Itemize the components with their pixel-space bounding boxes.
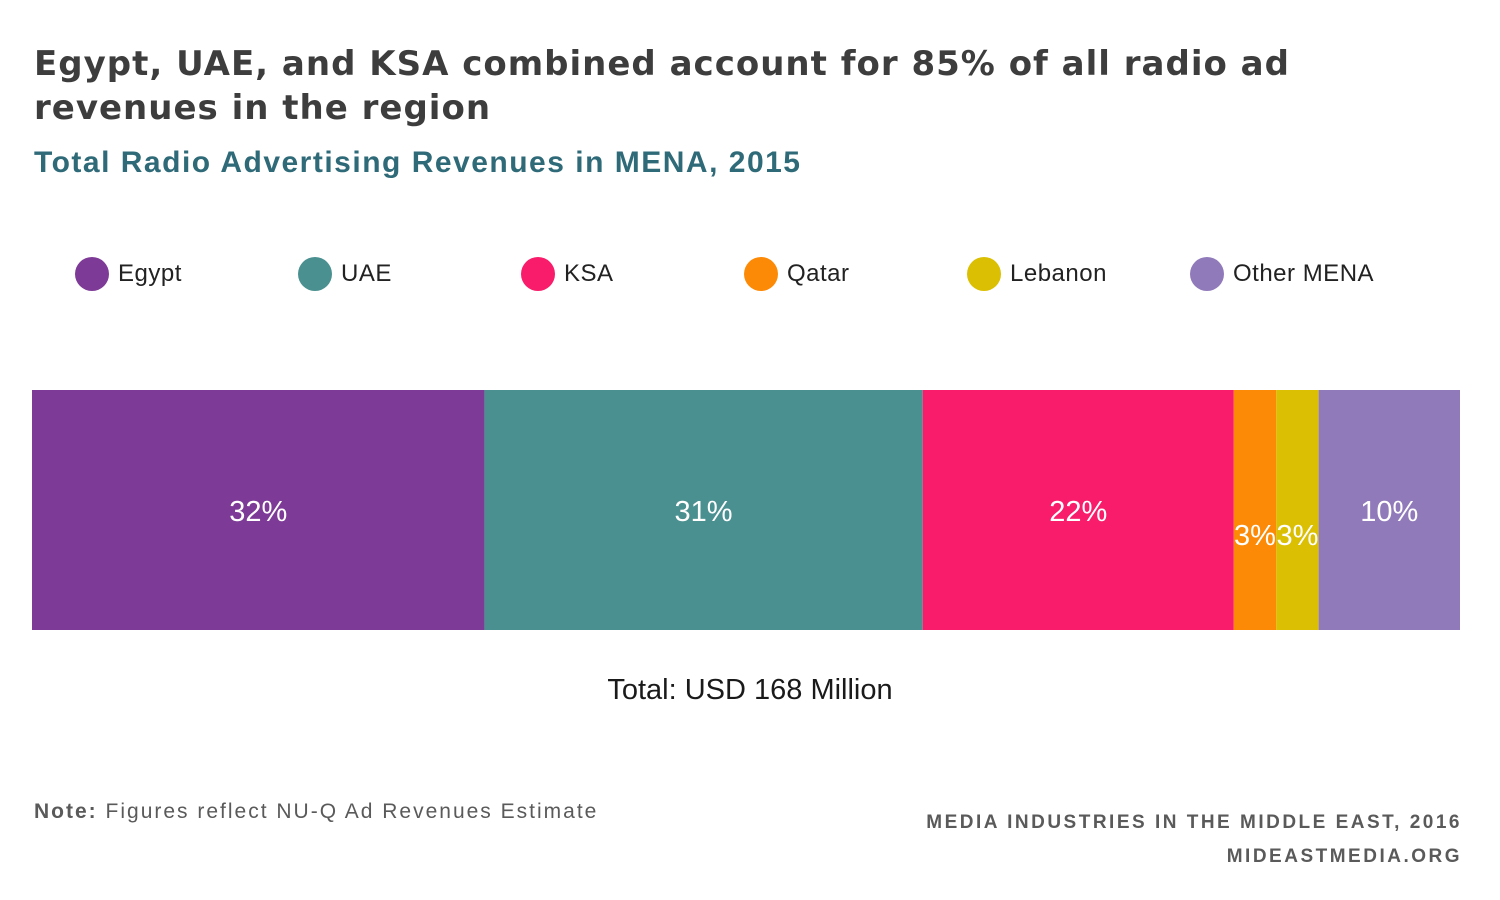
note: Note: Figures reflect NU-Q Ad Revenues E…: [34, 800, 598, 824]
data-label-lebanon: 3%: [1276, 520, 1318, 552]
legend-swatch: [521, 257, 555, 291]
source-line-2: MIDEASTMEDIA.ORG: [1226, 846, 1462, 867]
source-line-1: MEDIA INDUSTRIES IN THE MIDDLE EAST, 201…: [926, 812, 1462, 833]
legend: Egypt UAE KSA Qatar Lebanon Other MENA: [75, 256, 1475, 296]
legend-swatch: [1190, 257, 1224, 291]
legend-item-other-mena: Other MENA: [1190, 256, 1374, 292]
chart-title: Egypt, UAE, and KSA combined account for…: [34, 44, 1290, 128]
data-label-other-mena: 10%: [1360, 496, 1418, 528]
legend-label: Egypt: [118, 260, 182, 287]
bar-segment-uae: [484, 390, 923, 630]
bar-segment-other-mena: [1318, 390, 1460, 630]
chart-subtitle: Total Radio Advertising Revenues in MENA…: [34, 146, 802, 179]
legend-label: Other MENA: [1233, 260, 1375, 287]
note-label: Note:: [34, 800, 98, 823]
legend-label: Lebanon: [1010, 260, 1107, 287]
note-text: Figures reflect NU-Q Ad Revenues Estimat…: [105, 800, 599, 823]
bar-segment-egypt: [32, 390, 485, 630]
legend-swatch: [75, 257, 109, 291]
bar-segment-qatar: [1233, 390, 1277, 630]
legend-item-lebanon: Lebanon: [967, 256, 1107, 292]
legend-label: KSA: [564, 260, 614, 287]
data-label-egypt: 32%: [229, 496, 287, 528]
source-credit: MEDIA INDUSTRIES IN THE MIDDLE EAST, 201…: [926, 806, 1462, 874]
legend-label: UAE: [341, 260, 392, 287]
legend-item-qatar: Qatar: [744, 256, 850, 292]
legend-swatch: [967, 257, 1001, 291]
data-label-qatar: 3%: [1234, 520, 1276, 552]
legend-swatch: [298, 257, 332, 291]
legend-swatch: [744, 257, 778, 291]
legend-label: Qatar: [787, 260, 850, 287]
data-label-uae: 31%: [675, 496, 733, 528]
bar-segment-ksa: [922, 390, 1234, 630]
bar-segment-lebanon: [1276, 390, 1319, 630]
legend-item-egypt: Egypt: [75, 256, 182, 292]
data-label-ksa: 22%: [1049, 496, 1107, 528]
legend-item-uae: UAE: [298, 256, 392, 292]
total-label: Total: USD 168 Million: [607, 674, 893, 706]
legend-item-ksa: KSA: [521, 256, 614, 292]
